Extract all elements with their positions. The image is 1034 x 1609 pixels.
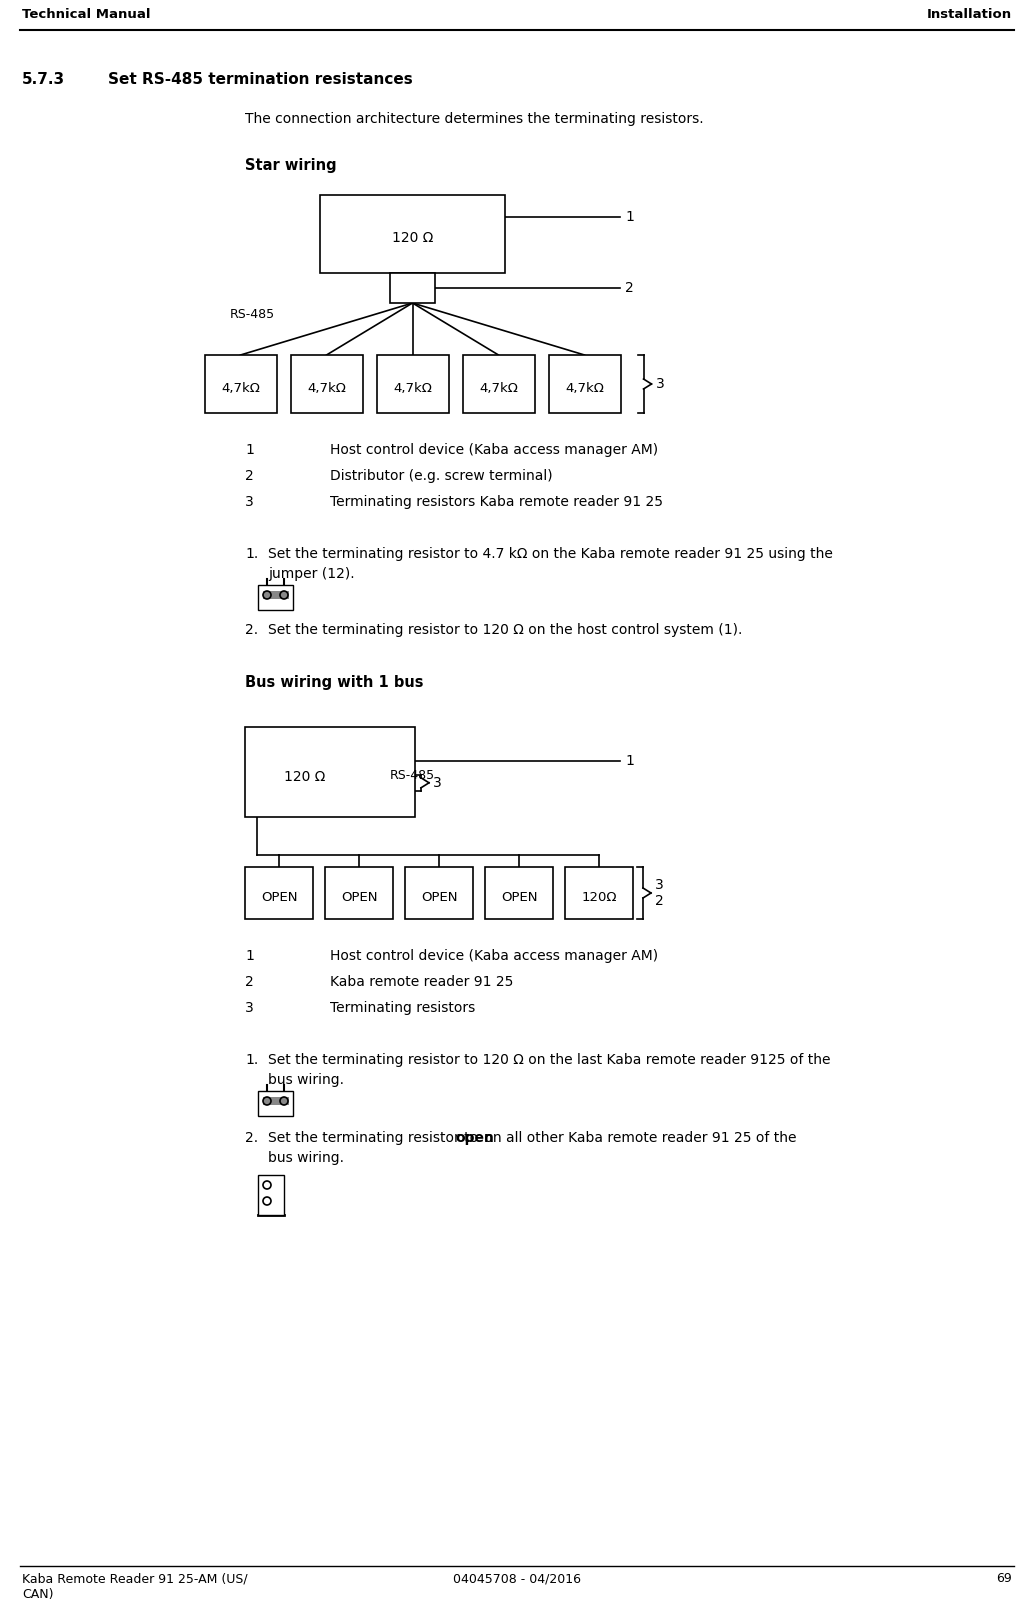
Text: OPEN: OPEN [500, 890, 538, 904]
Text: 120 Ω: 120 Ω [392, 232, 433, 245]
Text: 3: 3 [655, 879, 664, 891]
Text: OPEN: OPEN [421, 890, 457, 904]
Text: 1: 1 [625, 755, 634, 767]
Bar [263, 591, 288, 599]
Bar [258, 1175, 284, 1215]
Text: 2: 2 [245, 468, 253, 483]
Text: Terminating resistors Kaba remote reader 91 25: Terminating resistors Kaba remote reader… [330, 496, 663, 508]
Text: 1: 1 [625, 211, 634, 224]
Text: open: open [455, 1131, 494, 1146]
Text: 4,7kΩ: 4,7kΩ [307, 381, 346, 394]
Text: 2.: 2. [245, 623, 258, 637]
Text: 1: 1 [245, 442, 254, 457]
Text: 5.7.3: 5.7.3 [22, 72, 65, 87]
Text: OPEN: OPEN [261, 890, 297, 904]
Text: 3: 3 [656, 377, 664, 391]
Bar [565, 867, 633, 919]
Text: 4,7kΩ: 4,7kΩ [221, 381, 260, 394]
Text: 4,7kΩ: 4,7kΩ [565, 381, 604, 394]
Bar [320, 195, 505, 274]
Bar [205, 356, 276, 414]
Text: Set the terminating resistor to 120 Ω on the last Kaba remote reader 9125 of the: Set the terminating resistor to 120 Ω on… [268, 1052, 830, 1067]
Text: CAN): CAN) [22, 1588, 54, 1601]
Text: 1: 1 [245, 949, 254, 964]
Text: 2.: 2. [245, 1131, 258, 1146]
Text: Star wiring: Star wiring [245, 158, 337, 174]
Text: 3: 3 [245, 1001, 253, 1015]
Bar [462, 356, 535, 414]
Text: 3: 3 [433, 776, 442, 790]
Text: The connection architecture determines the terminating resistors.: The connection architecture determines t… [245, 113, 703, 126]
Text: RS-485: RS-485 [230, 307, 275, 322]
Text: 120Ω: 120Ω [581, 890, 616, 904]
Bar [485, 867, 553, 919]
Bar [258, 1091, 293, 1117]
Text: Distributor (e.g. screw terminal): Distributor (e.g. screw terminal) [330, 468, 552, 483]
Bar [245, 867, 313, 919]
Text: 120 Ω: 120 Ω [284, 771, 326, 784]
Text: 2: 2 [625, 282, 634, 294]
Text: bus wiring.: bus wiring. [268, 1150, 344, 1165]
Text: 1.: 1. [245, 1052, 258, 1067]
Text: 2: 2 [245, 975, 253, 990]
Text: Host control device (Kaba access manager AM): Host control device (Kaba access manager… [330, 949, 658, 964]
Text: bus wiring.: bus wiring. [268, 1073, 344, 1088]
Text: Host control device (Kaba access manager AM): Host control device (Kaba access manager… [330, 442, 658, 457]
Text: 3: 3 [245, 496, 253, 508]
Bar [325, 867, 393, 919]
Text: 4,7kΩ: 4,7kΩ [479, 381, 518, 394]
Bar [245, 727, 415, 817]
Text: 1.: 1. [245, 547, 258, 562]
Text: Set the terminating resistor to: Set the terminating resistor to [268, 1131, 483, 1146]
Text: Set RS-485 termination resistances: Set RS-485 termination resistances [108, 72, 413, 87]
Text: OPEN: OPEN [341, 890, 377, 904]
Text: 2: 2 [655, 895, 664, 907]
Text: RS-485: RS-485 [390, 769, 435, 782]
Bar [376, 356, 449, 414]
Text: Kaba Remote Reader 91 25-AM (US/: Kaba Remote Reader 91 25-AM (US/ [22, 1572, 247, 1585]
Text: 04045708 - 04/2016: 04045708 - 04/2016 [453, 1572, 581, 1585]
Text: jumper (12).: jumper (12). [268, 566, 355, 581]
Text: Bus wiring with 1 bus: Bus wiring with 1 bus [245, 676, 424, 690]
Text: 69: 69 [996, 1572, 1012, 1585]
Text: Technical Manual: Technical Manual [22, 8, 151, 21]
Text: Set the terminating resistor to 120 Ω on the host control system (1).: Set the terminating resistor to 120 Ω on… [268, 623, 742, 637]
Text: Set the terminating resistor to 4.7 kΩ on the Kaba remote reader 91 25 using the: Set the terminating resistor to 4.7 kΩ o… [268, 547, 832, 562]
Text: 4,7kΩ: 4,7kΩ [393, 381, 432, 394]
Bar [405, 867, 473, 919]
Bar [390, 274, 435, 302]
Text: Installation: Installation [926, 8, 1012, 21]
Bar [291, 356, 363, 414]
Text: Kaba remote reader 91 25: Kaba remote reader 91 25 [330, 975, 513, 990]
Bar [258, 586, 293, 610]
Text: Terminating resistors: Terminating resistors [330, 1001, 476, 1015]
Bar [263, 1097, 288, 1105]
Bar [548, 356, 620, 414]
Text: on all other Kaba remote reader 91 25 of the: on all other Kaba remote reader 91 25 of… [480, 1131, 796, 1146]
